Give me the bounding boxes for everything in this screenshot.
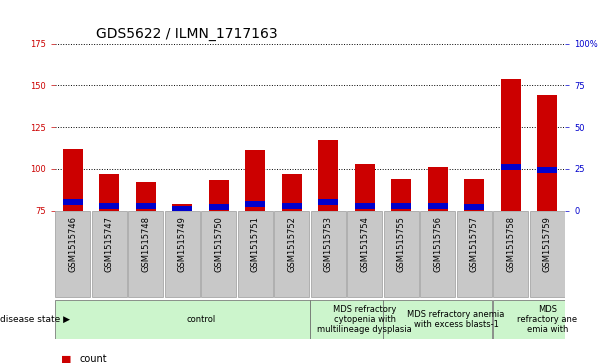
Bar (282, 203, 302, 208)
Text: GSM1515749: GSM1515749 (178, 216, 187, 272)
Text: GSM1515750: GSM1515750 (215, 216, 223, 272)
FancyBboxPatch shape (384, 300, 492, 339)
Bar (391, 179, 411, 211)
Text: GSM1515751: GSM1515751 (251, 216, 260, 272)
FancyBboxPatch shape (274, 211, 309, 297)
Bar (391, 203, 411, 208)
Text: GSM1515752: GSM1515752 (288, 216, 296, 272)
Bar (245, 150, 265, 211)
Text: MDS refractory
cytopenia with
multilineage dysplasia: MDS refractory cytopenia with multilinea… (317, 305, 412, 334)
Text: GSM1515754: GSM1515754 (361, 216, 369, 272)
Text: GDS5622 / ILMN_1717163: GDS5622 / ILMN_1717163 (95, 27, 277, 41)
Text: GSM1515753: GSM1515753 (324, 216, 333, 272)
FancyBboxPatch shape (420, 211, 455, 297)
Bar (209, 204, 229, 210)
Bar (464, 179, 484, 211)
FancyBboxPatch shape (311, 211, 346, 297)
Bar (500, 79, 520, 211)
Text: GSM1515746: GSM1515746 (69, 216, 77, 272)
Bar (282, 174, 302, 211)
Bar (172, 206, 192, 212)
Bar (464, 204, 484, 210)
Bar (354, 164, 375, 211)
Text: GSM1515748: GSM1515748 (142, 216, 150, 272)
Bar (63, 149, 83, 211)
FancyBboxPatch shape (92, 211, 127, 297)
FancyBboxPatch shape (530, 211, 565, 297)
Text: GSM1515747: GSM1515747 (105, 216, 114, 272)
FancyBboxPatch shape (201, 211, 237, 297)
Bar (209, 180, 229, 211)
Bar (318, 140, 338, 211)
FancyBboxPatch shape (55, 300, 309, 339)
Text: GSM1515756: GSM1515756 (434, 216, 442, 272)
Bar (427, 167, 447, 211)
FancyBboxPatch shape (311, 300, 382, 339)
Bar (537, 167, 557, 174)
FancyBboxPatch shape (347, 211, 382, 297)
Bar (354, 203, 375, 208)
FancyBboxPatch shape (457, 211, 492, 297)
Text: GSM1515758: GSM1515758 (506, 216, 515, 272)
Bar (537, 95, 557, 211)
Bar (63, 199, 83, 205)
Text: GSM1515755: GSM1515755 (397, 216, 406, 272)
Text: ■: ■ (61, 354, 71, 363)
Bar (99, 203, 119, 208)
Text: GSM1515759: GSM1515759 (543, 216, 551, 272)
Text: GSM1515757: GSM1515757 (470, 216, 478, 272)
FancyBboxPatch shape (165, 211, 200, 297)
Text: MDS refractory anemia
with excess blasts-1: MDS refractory anemia with excess blasts… (407, 310, 505, 329)
Bar (245, 201, 265, 207)
Bar (136, 182, 156, 211)
Bar (500, 164, 520, 170)
Bar (427, 203, 447, 208)
Text: count: count (79, 354, 106, 363)
Text: control: control (186, 315, 215, 324)
FancyBboxPatch shape (55, 211, 91, 297)
Text: MDS
refractory ane
emia with: MDS refractory ane emia with (517, 305, 577, 334)
Bar (318, 199, 338, 205)
Bar (136, 203, 156, 208)
FancyBboxPatch shape (493, 211, 528, 297)
FancyBboxPatch shape (238, 211, 273, 297)
FancyBboxPatch shape (384, 211, 419, 297)
FancyBboxPatch shape (128, 211, 164, 297)
Bar (172, 204, 192, 211)
Text: disease state ▶: disease state ▶ (0, 315, 70, 324)
FancyBboxPatch shape (493, 300, 565, 339)
Bar (99, 174, 119, 211)
